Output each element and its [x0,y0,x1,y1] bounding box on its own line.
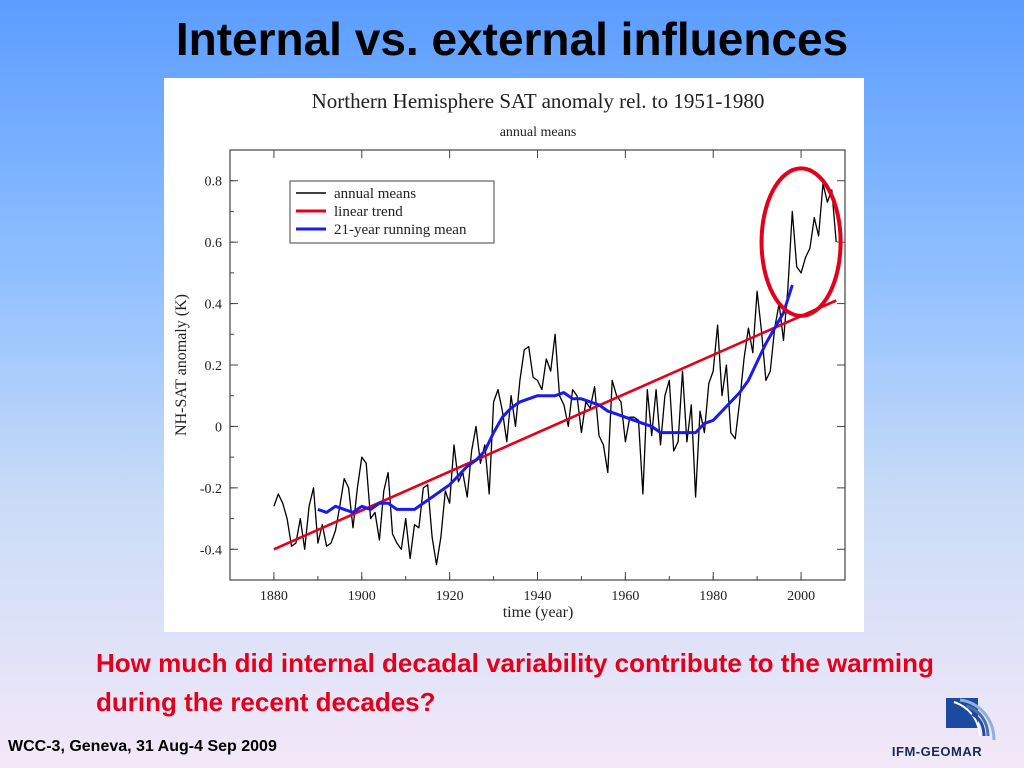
chart-svg: Northern Hemisphere SAT anomaly rel. to … [173,89,846,621]
chart-panel: Northern Hemisphere SAT anomaly rel. to … [164,78,864,632]
x-tick-label: 1940 [524,589,552,604]
legend-label-annual-means: annual means [334,186,416,202]
ifm-geomar-wave-icon [946,698,996,741]
footer-text: WCC-3, Geneva, 31 Aug-4 Sep 2009 [8,738,277,755]
y-tick-label: 0.8 [205,175,223,190]
y-tick-label: 0.4 [205,298,223,313]
y-tick-label: -0.4 [200,543,222,558]
axis-ticks: 1880 1900 1920 1940 1960 1980 2000 -0.4 -0.2 0 0.2… [200,149,846,604]
y-tick-label: 0.2 [205,359,223,374]
y-tick-label: 0.6 [205,236,223,251]
x-tick-label: 1900 [348,589,376,604]
y-tick-label: -0.2 [200,482,222,497]
x-tick-label: 1960 [611,589,639,604]
y-tick-label: 0 [215,420,222,435]
legend: annual means linear trend 21-year runnin… [289,180,495,244]
series-annual-means-line [273,183,837,566]
chart-marks [273,166,843,566]
series-running-mean-line [317,284,794,514]
slide-title: Internal vs. external influences [175,13,849,65]
x-tick-label: 1920 [436,589,464,604]
highlight-ellipse [759,166,843,318]
chart-title: Northern Hemisphere SAT anomaly rel. to … [312,89,765,113]
legend-label-linear-trend: linear trend [334,204,403,220]
y-axis-label: NH-SAT anomaly (K) [173,294,190,436]
x-tick-label: 2000 [787,589,815,604]
legend-label-running-mean: 21-year running mean [334,222,467,238]
question-text: How much did internal decadal variabilit… [96,648,934,717]
x-tick-label: 1880 [260,589,288,604]
logo-text: IFM-GEOMAR [891,744,983,759]
x-tick-label: 1980 [699,589,727,604]
x-axis-label: time (year) [503,604,574,621]
chart-subtitle: annual means [500,125,577,140]
